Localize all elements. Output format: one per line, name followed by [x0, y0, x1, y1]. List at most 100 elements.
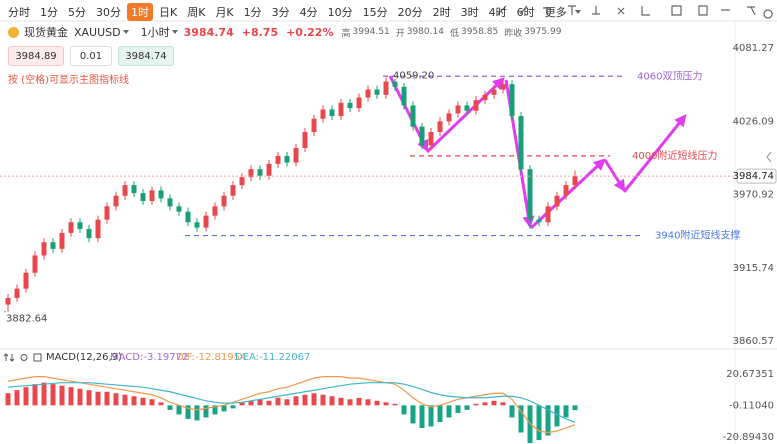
- candle-body: [32, 255, 38, 273]
- period-tab[interactable]: 2时: [432, 6, 451, 19]
- y-tick-label: 3970.92: [733, 190, 774, 201]
- macd-bar: [176, 405, 182, 415]
- macd-bar: [95, 391, 101, 406]
- macd-bar: [221, 405, 227, 412]
- macd-bar: [257, 399, 263, 406]
- macd-bar: [437, 405, 443, 422]
- period-tab[interactable]: 周K: [187, 6, 206, 19]
- last-price-tag: 3984.74: [733, 171, 774, 182]
- indicator-line: [7, 382, 576, 423]
- period-tab[interactable]: 10分: [327, 6, 353, 19]
- period[interactable]: 1小时: [140, 26, 170, 39]
- quote-header: 现货黄金 XAUUSD 1小时 3984.74 +8.75 +0.22% 高 3994.51 开…: [8, 24, 567, 40]
- candle-body: [5, 297, 11, 305]
- period-tab[interactable]: 30分: [96, 6, 121, 19]
- level-label: 4060双顶压力: [637, 69, 702, 82]
- macd-bar: [392, 403, 398, 406]
- candle-body: [410, 105, 416, 127]
- candle-body: [104, 206, 110, 220]
- y-tick-label: 3915.74: [733, 263, 774, 274]
- candle-body: [356, 97, 362, 109]
- level-label: 4000附近短线压力: [632, 149, 717, 162]
- candle-body: [131, 185, 137, 194]
- macd-bar: [464, 405, 470, 410]
- collapse-button[interactable]: [766, 151, 772, 163]
- period-tab[interactable]: 1分: [40, 6, 58, 19]
- macd-bar: [536, 405, 542, 441]
- order-panel: 3984.89 0.01 3984.74: [8, 46, 180, 66]
- macd-bar: [230, 405, 236, 409]
- candle-body: [41, 242, 47, 256]
- period-tab[interactable]: 3时: [460, 6, 479, 19]
- candle-body: [194, 222, 200, 228]
- stat-label: 昨收: [504, 28, 523, 39]
- candle-body: [473, 100, 479, 111]
- period-tab[interactable]: 15分: [362, 6, 388, 19]
- stat-value: 3994.51: [352, 27, 390, 37]
- macd-bar: [275, 397, 281, 406]
- y-tick-label: 20.67351: [726, 369, 774, 380]
- macd-bar: [365, 399, 371, 406]
- macd-bar: [140, 397, 146, 406]
- candle-body: [374, 89, 380, 95]
- candle-body: [68, 222, 74, 233]
- period-tab[interactable]: 分时: [8, 6, 30, 19]
- candle-body: [329, 109, 335, 117]
- candle-body: [491, 89, 497, 95]
- lot-size[interactable]: 0.01: [70, 46, 112, 66]
- drawing-tools[interactable]: [497, 5, 773, 19]
- stat-value: 3975.99: [524, 27, 562, 37]
- macd-bar: [149, 399, 155, 406]
- period-tab[interactable]: 3分: [271, 6, 290, 19]
- candle-body: [545, 206, 551, 223]
- candle-body: [536, 219, 542, 223]
- period-tab[interactable]: 4分: [299, 6, 318, 19]
- macd-bar: [248, 400, 254, 406]
- stat-value: 3980.14: [406, 27, 444, 37]
- period-tab[interactable]: 1分: [243, 6, 262, 19]
- macd-bar: [302, 394, 308, 406]
- candle-body: [428, 132, 434, 146]
- buy-price[interactable]: 3984.74: [118, 46, 174, 66]
- period-tab[interactable]: 日K: [159, 6, 178, 19]
- period-tab[interactable]: 月K: [215, 6, 234, 19]
- y-tick-label: -0.11040: [729, 400, 774, 411]
- symbol-caret[interactable]: [122, 30, 129, 34]
- candle-body: [176, 206, 182, 212]
- macd-bar: [356, 397, 362, 406]
- change-pct: +0.22%: [286, 25, 334, 39]
- legend-entry: DIF:-12.81954: [176, 352, 246, 363]
- macd-bar: [32, 384, 38, 406]
- period-tab[interactable]: 4时: [488, 6, 507, 19]
- macd-bar: [59, 385, 65, 406]
- period-tab[interactable]: 20分: [397, 6, 423, 19]
- macd-bar: [338, 397, 344, 406]
- symbol[interactable]: XAUUSD: [74, 25, 121, 39]
- more-caret[interactable]: [574, 10, 581, 14]
- candle-body: [95, 219, 101, 239]
- period-toolbar: 分时 1分 5分 30分 1时 日K 周K 月K 1分 3分 4分 10分 15分 20分 2时 3时 4时 6时…: [4, 3, 587, 21]
- candle-body: [392, 81, 398, 87]
- candle-body: [347, 102, 353, 109]
- more-tab[interactable]: 更多: [544, 6, 567, 19]
- macd-bar: [131, 396, 137, 406]
- instrument-name: 现货黄金: [24, 26, 68, 39]
- candle-body: [167, 198, 173, 207]
- y-tick-label: 4081.27: [733, 43, 774, 54]
- candle-body: [572, 176, 578, 186]
- candle-body: [203, 215, 209, 228]
- macd-bar: [374, 400, 380, 406]
- candle-body: [293, 147, 299, 163]
- stat-label: 低: [449, 28, 459, 39]
- macd-tools[interactable]: [3, 353, 42, 362]
- period-tab[interactable]: 1时: [127, 3, 153, 21]
- period-tab[interactable]: 6时: [516, 6, 535, 19]
- sell-price[interactable]: 3984.89: [8, 46, 64, 66]
- macd-bar: [212, 405, 218, 415]
- last-price: 3984.74: [183, 25, 234, 39]
- period-caret[interactable]: [171, 30, 178, 34]
- period-tab[interactable]: 5分: [68, 6, 86, 19]
- macd-bar: [293, 396, 299, 406]
